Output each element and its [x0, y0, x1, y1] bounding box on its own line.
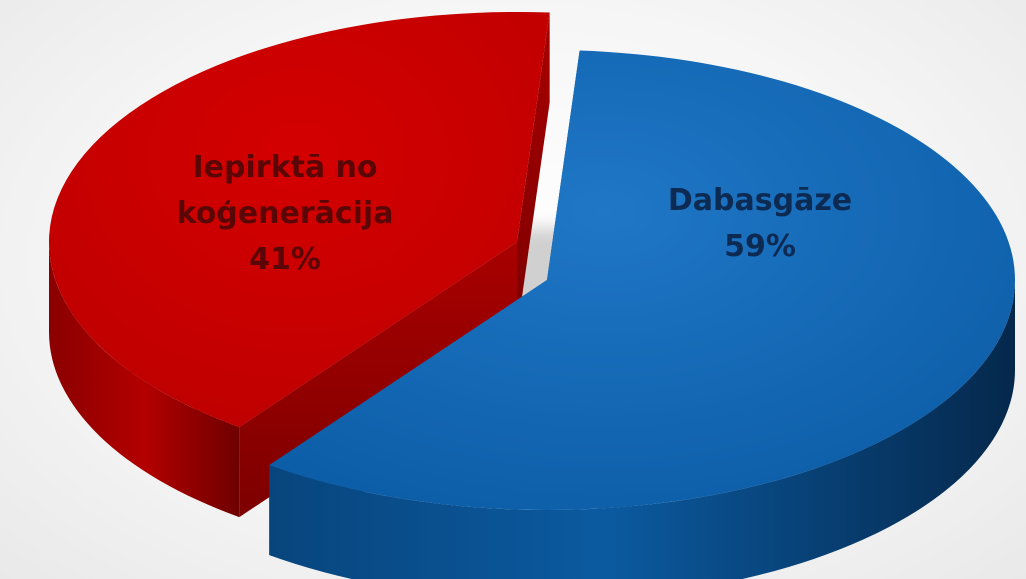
pie-slice-label: Iepirktā no koģenerācija 41% [177, 150, 394, 277]
pie-slice-name: koģenerācija [177, 196, 394, 231]
pie-slice-label: Dabasgāze 59% [668, 183, 852, 264]
pie-slice-wall [517, 12, 550, 332]
pie-slice-name: Dabasgāze [668, 183, 852, 218]
pie-slice-name: Iepirktā no [192, 150, 377, 185]
pie-slice-side [49, 242, 240, 518]
pie-slice-top [49, 11, 550, 428]
pie-slice-dabasgaze [269, 50, 1016, 579]
pie-slice-percent: 59% [724, 229, 796, 264]
pie-slice-side [269, 280, 1015, 579]
pie-slice-percent: 41% [249, 242, 321, 277]
pie-slice-top [269, 50, 1016, 510]
